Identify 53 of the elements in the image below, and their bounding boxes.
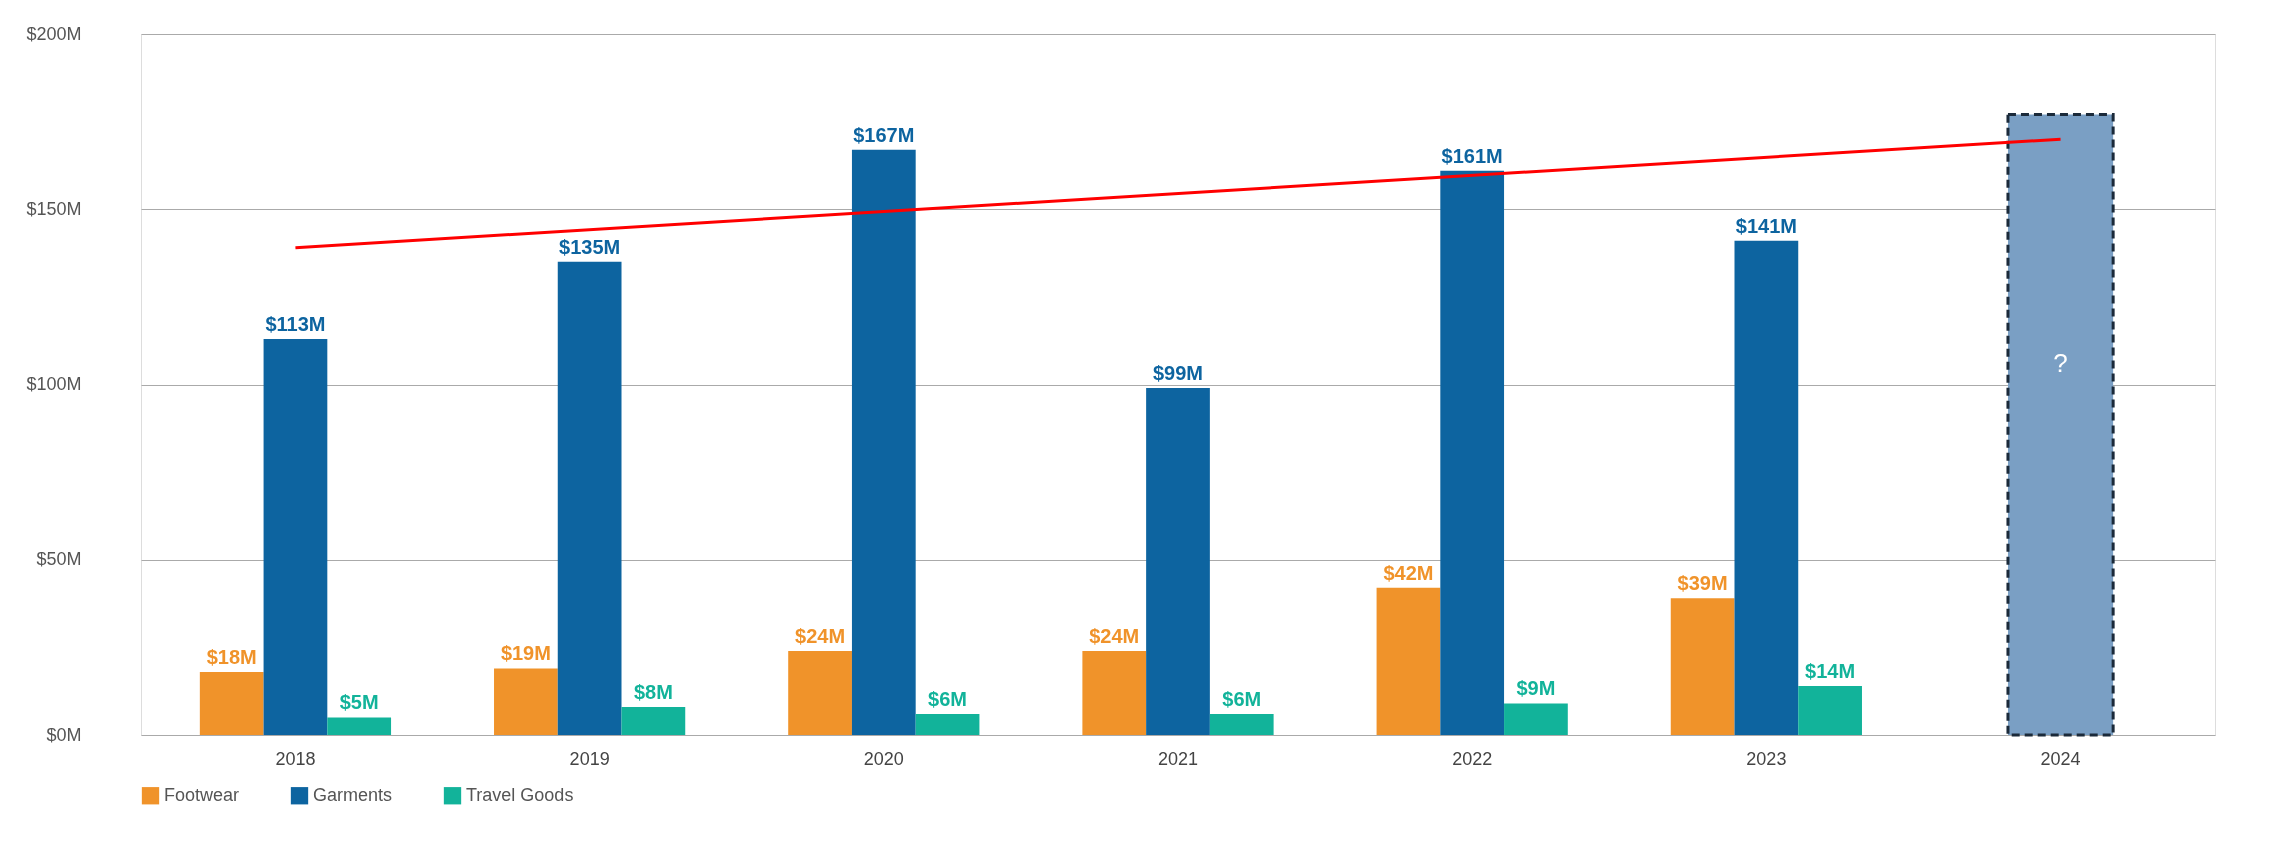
x-tick-label: 2020 — [863, 748, 904, 769]
data-label: $5M — [339, 691, 379, 714]
x-tick-label: 2018 — [275, 748, 316, 769]
y-tick-label: $150M — [26, 198, 82, 219]
legend-label: Garments — [313, 784, 393, 805]
bar — [1082, 650, 1147, 735]
bar — [1209, 713, 1274, 735]
bar — [1798, 685, 1862, 735]
bar — [1146, 388, 1210, 735]
data-label: $167M — [853, 123, 915, 146]
bar — [199, 671, 264, 735]
bar — [915, 713, 980, 735]
bar — [1734, 240, 1799, 735]
data-label: $42M — [1383, 561, 1434, 584]
data-label: $6M — [1222, 687, 1262, 710]
x-tick-label: 2023 — [1746, 748, 1787, 769]
bar — [1670, 598, 1735, 735]
bar — [851, 149, 916, 735]
legend-label: Footwear — [164, 784, 240, 805]
data-label: $18M — [206, 645, 257, 668]
y-tick-label: $50M — [36, 549, 82, 570]
y-tick-label: $0M — [46, 724, 82, 745]
data-label: $161M — [1441, 144, 1503, 167]
y-tick-label: $200M — [26, 23, 82, 44]
data-label: $141M — [1735, 214, 1797, 237]
y-tick-label: $100M — [26, 374, 82, 394]
bar — [788, 650, 852, 735]
data-label: $8M — [633, 680, 673, 703]
legend-label: Travel Goods — [466, 784, 574, 805]
data-label: $6M — [928, 687, 968, 710]
data-label: $135M — [559, 235, 621, 258]
data-label: $9M — [1516, 677, 1556, 700]
x-tick-label: 2019 — [569, 748, 610, 769]
x-tick-label: 2021 — [1157, 748, 1199, 769]
data-label: $99M — [1152, 362, 1204, 385]
bar — [1504, 703, 1568, 735]
bar — [494, 668, 558, 735]
data-label: $39M — [1677, 572, 1728, 595]
data-label: $14M — [1805, 659, 1856, 682]
data-label: $24M — [795, 624, 846, 647]
bar — [327, 717, 392, 735]
bar — [557, 261, 622, 735]
bar — [1440, 170, 1505, 735]
x-tick-label: 2022 — [1452, 748, 1493, 769]
data-label: $19M — [500, 642, 551, 665]
annotation: ? — [2053, 348, 2068, 378]
bar — [1376, 587, 1441, 735]
bar — [2006, 113, 2115, 737]
bar — [621, 706, 686, 735]
x-tick-label: 2024 — [2040, 748, 2081, 769]
data-label: $24M — [1089, 624, 1140, 647]
data-label: $113M — [265, 312, 326, 335]
bar — [263, 338, 328, 735]
